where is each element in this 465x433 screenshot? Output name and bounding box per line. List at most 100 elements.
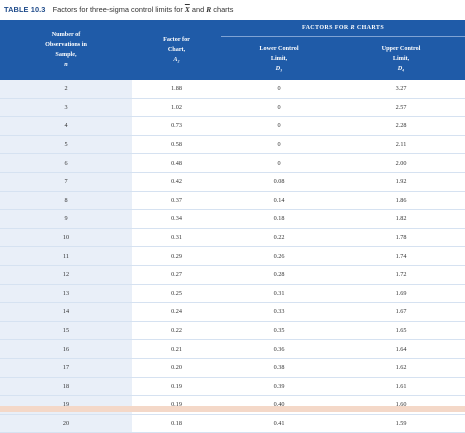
table-number: TABLE 10.3 — [4, 5, 46, 14]
cell-lower-limit-d3: 0.36 — [221, 339, 337, 359]
d4-symbol: D₄ — [397, 64, 405, 72]
table-row: 7 0.42 0.08 1.92 — [0, 172, 465, 192]
cell-upper-limit-d4: 1.64 — [337, 339, 465, 359]
cell-factor-a2: 0.29 — [132, 246, 221, 266]
table-row: 5 0.58 0 2.11 — [0, 135, 465, 155]
cell-upper-limit-d4: 1.69 — [337, 284, 465, 304]
cell-factor-a2: 0.21 — [132, 339, 221, 359]
cell-sample-size: 8 — [0, 191, 132, 211]
header-upper-control-limit: Upper Control Limit, D₄ — [337, 36, 465, 80]
bottom-strip — [0, 406, 465, 412]
table-body: 2 1.88 0 3.27 3 1.02 0 2.57 4 0.73 0 2.28 5 0.58 0 2.11… — [0, 80, 465, 433]
cell-factor-a2: 0.31 — [132, 228, 221, 248]
cell-lower-limit-d3: 0.08 — [221, 172, 337, 192]
cell-upper-limit-d4: 1.82 — [337, 209, 465, 229]
table-row: 2 1.88 0 3.27 — [0, 80, 465, 99]
cell-upper-limit-d4: 2.00 — [337, 153, 465, 173]
table-row: 8 0.37 0.14 1.86 — [0, 191, 465, 211]
header-factors-for-r-charts: FACTORS FOR R CHARTS — [221, 20, 465, 37]
cell-factor-a2: 0.18 — [132, 414, 221, 433]
table-row: 11 0.29 0.26 1.74 — [0, 246, 465, 266]
cell-sample-size: 18 — [0, 377, 132, 397]
table-row: 17 0.20 0.38 1.62 — [0, 358, 465, 378]
cell-sample-size: 12 — [0, 265, 132, 285]
table-row: 4 0.73 0 2.28 — [0, 116, 465, 136]
cell-sample-size: 11 — [0, 246, 132, 266]
cell-upper-limit-d4: 2.57 — [337, 98, 465, 118]
d3-symbol: D₃ — [275, 64, 283, 72]
r-symbol: R — [206, 5, 212, 14]
cell-factor-a2: 0.58 — [132, 135, 221, 155]
cell-sample-size: 15 — [0, 321, 132, 341]
cell-factor-a2: 1.88 — [132, 80, 221, 99]
caption-charts: charts — [213, 5, 234, 14]
cell-upper-limit-d4: 1.78 — [337, 228, 465, 248]
cell-upper-limit-d4: 1.86 — [337, 191, 465, 211]
header-lower-control-limit: Lower Control Limit, D₃ — [221, 36, 337, 80]
cell-factor-a2: 0.20 — [132, 358, 221, 378]
cell-sample-size: 17 — [0, 358, 132, 378]
cell-factor-a2: 0.25 — [132, 284, 221, 304]
table-row: 10 0.31 0.22 1.78 — [0, 228, 465, 248]
cell-upper-limit-d4: 1.72 — [337, 265, 465, 285]
cell-lower-limit-d3: 0 — [221, 153, 337, 173]
cell-lower-limit-d3: 0.31 — [221, 284, 337, 304]
cell-upper-limit-d4: 2.28 — [337, 116, 465, 136]
cell-upper-limit-d4: 1.59 — [337, 414, 465, 433]
header-sample-size: Number of Observations in Sample, n — [0, 20, 132, 80]
cell-upper-limit-d4: 2.11 — [337, 135, 465, 155]
cell-upper-limit-d4: 1.65 — [337, 321, 465, 341]
cell-lower-limit-d3: 0.26 — [221, 246, 337, 266]
cell-factor-a2: 0.19 — [132, 377, 221, 397]
cell-sample-size: 16 — [0, 339, 132, 359]
cell-sample-size: 20 — [0, 414, 132, 433]
control-limits-table: Number of Observations in Sample, n Fact… — [0, 20, 465, 433]
cell-factor-a2: 0.34 — [132, 209, 221, 229]
cell-sample-size: 2 — [0, 80, 132, 99]
table-row: 20 0.18 0.41 1.59 — [0, 414, 465, 433]
cell-lower-limit-d3: 0.18 — [221, 209, 337, 229]
cell-factor-a2: 0.27 — [132, 265, 221, 285]
cell-sample-size: 13 — [0, 284, 132, 304]
cell-lower-limit-d3: 0.35 — [221, 321, 337, 341]
cell-lower-limit-d3: 0.22 — [221, 228, 337, 248]
caption-and: and — [191, 5, 205, 14]
cell-sample-size: 7 — [0, 172, 132, 192]
cell-lower-limit-d3: 0.28 — [221, 265, 337, 285]
cell-lower-limit-d3: 0 — [221, 116, 337, 136]
cell-lower-limit-d3: 0.38 — [221, 358, 337, 378]
header-factor-a2: Factor for Chart, A₂ — [132, 20, 221, 80]
cell-sample-size: 6 — [0, 153, 132, 173]
table-caption: TABLE 10.3 Factors for three-sigma contr… — [4, 3, 233, 17]
table-row: 13 0.25 0.31 1.69 — [0, 284, 465, 304]
cell-lower-limit-d3: 0.39 — [221, 377, 337, 397]
cell-sample-size: 5 — [0, 135, 132, 155]
cell-lower-limit-d3: 0.33 — [221, 302, 337, 322]
cell-upper-limit-d4: 3.27 — [337, 80, 465, 99]
table-row: 12 0.27 0.28 1.72 — [0, 265, 465, 285]
table-row: 6 0.48 0 2.00 — [0, 153, 465, 173]
cell-factor-a2: 0.48 — [132, 153, 221, 173]
cell-factor-a2: 0.37 — [132, 191, 221, 211]
table-row: 9 0.34 0.18 1.82 — [0, 209, 465, 229]
cell-sample-size: 9 — [0, 209, 132, 229]
cell-upper-limit-d4: 1.62 — [337, 358, 465, 378]
cell-factor-a2: 0.24 — [132, 302, 221, 322]
cell-upper-limit-d4: 1.92 — [337, 172, 465, 192]
table-row: 16 0.21 0.36 1.64 — [0, 339, 465, 359]
cell-lower-limit-d3: 0 — [221, 135, 337, 155]
table-row: 3 1.02 0 2.57 — [0, 98, 465, 118]
cell-factor-a2: 0.22 — [132, 321, 221, 341]
a2-symbol: A₂ — [173, 56, 180, 63]
cell-factor-a2: 0.42 — [132, 172, 221, 192]
table-row: 14 0.24 0.33 1.67 — [0, 302, 465, 322]
cell-factor-a2: 1.02 — [132, 98, 221, 118]
cell-upper-limit-d4: 1.61 — [337, 377, 465, 397]
cell-upper-limit-d4: 1.67 — [337, 302, 465, 322]
cell-sample-size: 4 — [0, 116, 132, 136]
cell-lower-limit-d3: 0 — [221, 80, 337, 99]
cell-upper-limit-d4: 1.74 — [337, 246, 465, 266]
table-row: 15 0.22 0.35 1.65 — [0, 321, 465, 341]
cell-sample-size: 3 — [0, 98, 132, 118]
cell-lower-limit-d3: 0.14 — [221, 191, 337, 211]
